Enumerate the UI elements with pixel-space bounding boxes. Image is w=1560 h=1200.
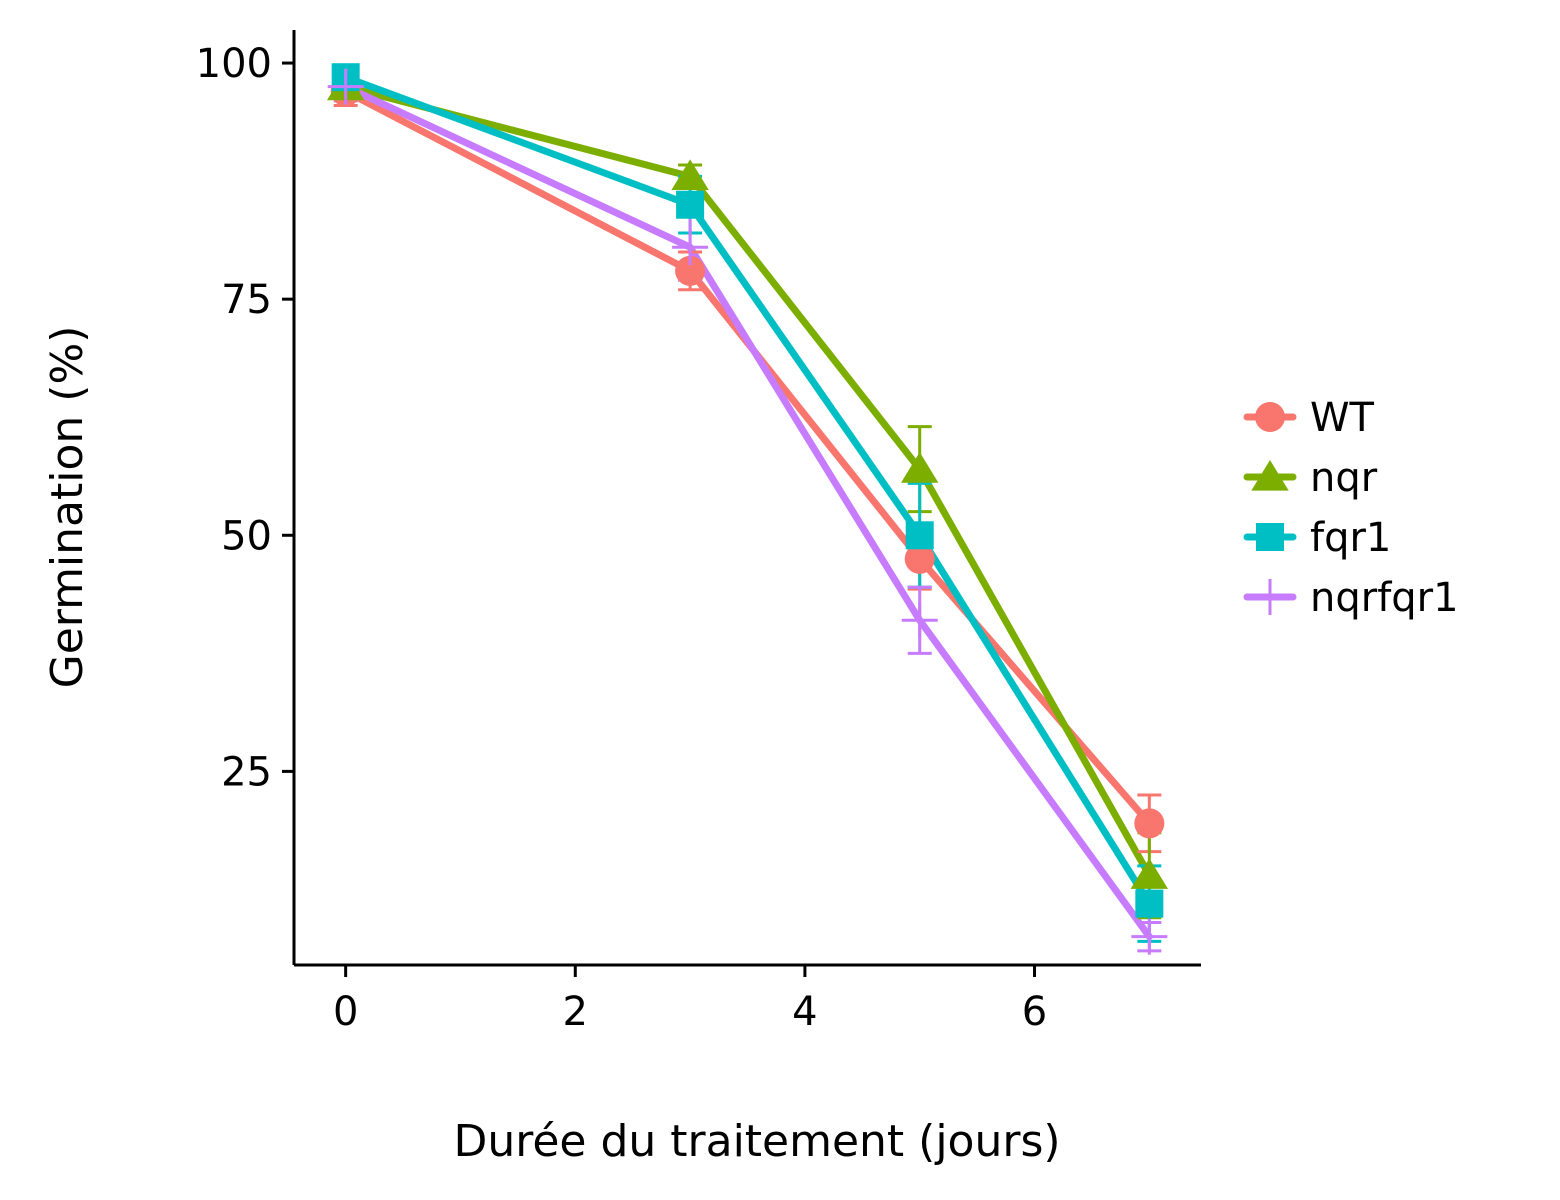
series-line-nqr [342,83,1153,879]
legend-key-marker [1252,579,1288,615]
error-bars [333,66,1162,953]
point-fqr1 [1135,889,1164,918]
series-lines [342,73,1153,941]
point-nqrfqr1 [327,68,364,105]
legend-label: nqrfqr1 [1310,575,1459,621]
y-tick-label: 25 [221,749,272,795]
y-ticks: 25 50 75 100 [196,41,294,795]
point-WT [675,255,706,286]
legend-item: WT [1243,395,1375,441]
legend-key-marker [1255,402,1285,432]
legend-key-marker [1256,523,1284,551]
legend-label: WT [1310,395,1375,441]
axes: 0 2 4 6 25 50 75 100 [196,30,1201,1035]
x-tick-label: 0 [333,989,358,1035]
point-nqrfqr1 [1131,918,1168,955]
x-tick-label: 6 [1022,989,1047,1035]
y-tick-label: 50 [221,513,272,559]
legend-item: fqr1 [1243,515,1391,561]
plot-area [326,63,1169,955]
point-nqr [1130,858,1169,889]
series-line-fqr1 [342,73,1153,908]
x-axis-title: Durée du traitement (jours) [453,1116,1060,1167]
y-axis-title: Germination (%) [42,326,93,689]
x-ticks: 0 2 4 6 [333,965,1047,1035]
x-tick-label: 4 [792,989,817,1035]
legend-label: fqr1 [1310,515,1391,561]
x-tick-label: 2 [563,989,588,1035]
point-nqrfqr1 [672,229,709,266]
series-markers [326,63,1169,955]
point-fqr1 [905,521,934,550]
y-tick-label: 100 [196,41,272,87]
point-nqr [901,452,939,483]
point-nqr [671,159,709,190]
point-WT [904,543,935,574]
legend-item: nqrfqr1 [1243,575,1459,621]
point-WT [1134,808,1165,839]
legend-item: nqr [1243,455,1378,501]
series-line-WT [342,87,1153,827]
point-nqrfqr1 [901,602,938,639]
series-line-nqrfqr1 [342,83,1153,941]
legend-key-marker [1251,460,1289,491]
point-fqr1 [676,190,705,219]
legend-label: nqr [1310,455,1378,501]
y-tick-label: 75 [221,277,272,323]
